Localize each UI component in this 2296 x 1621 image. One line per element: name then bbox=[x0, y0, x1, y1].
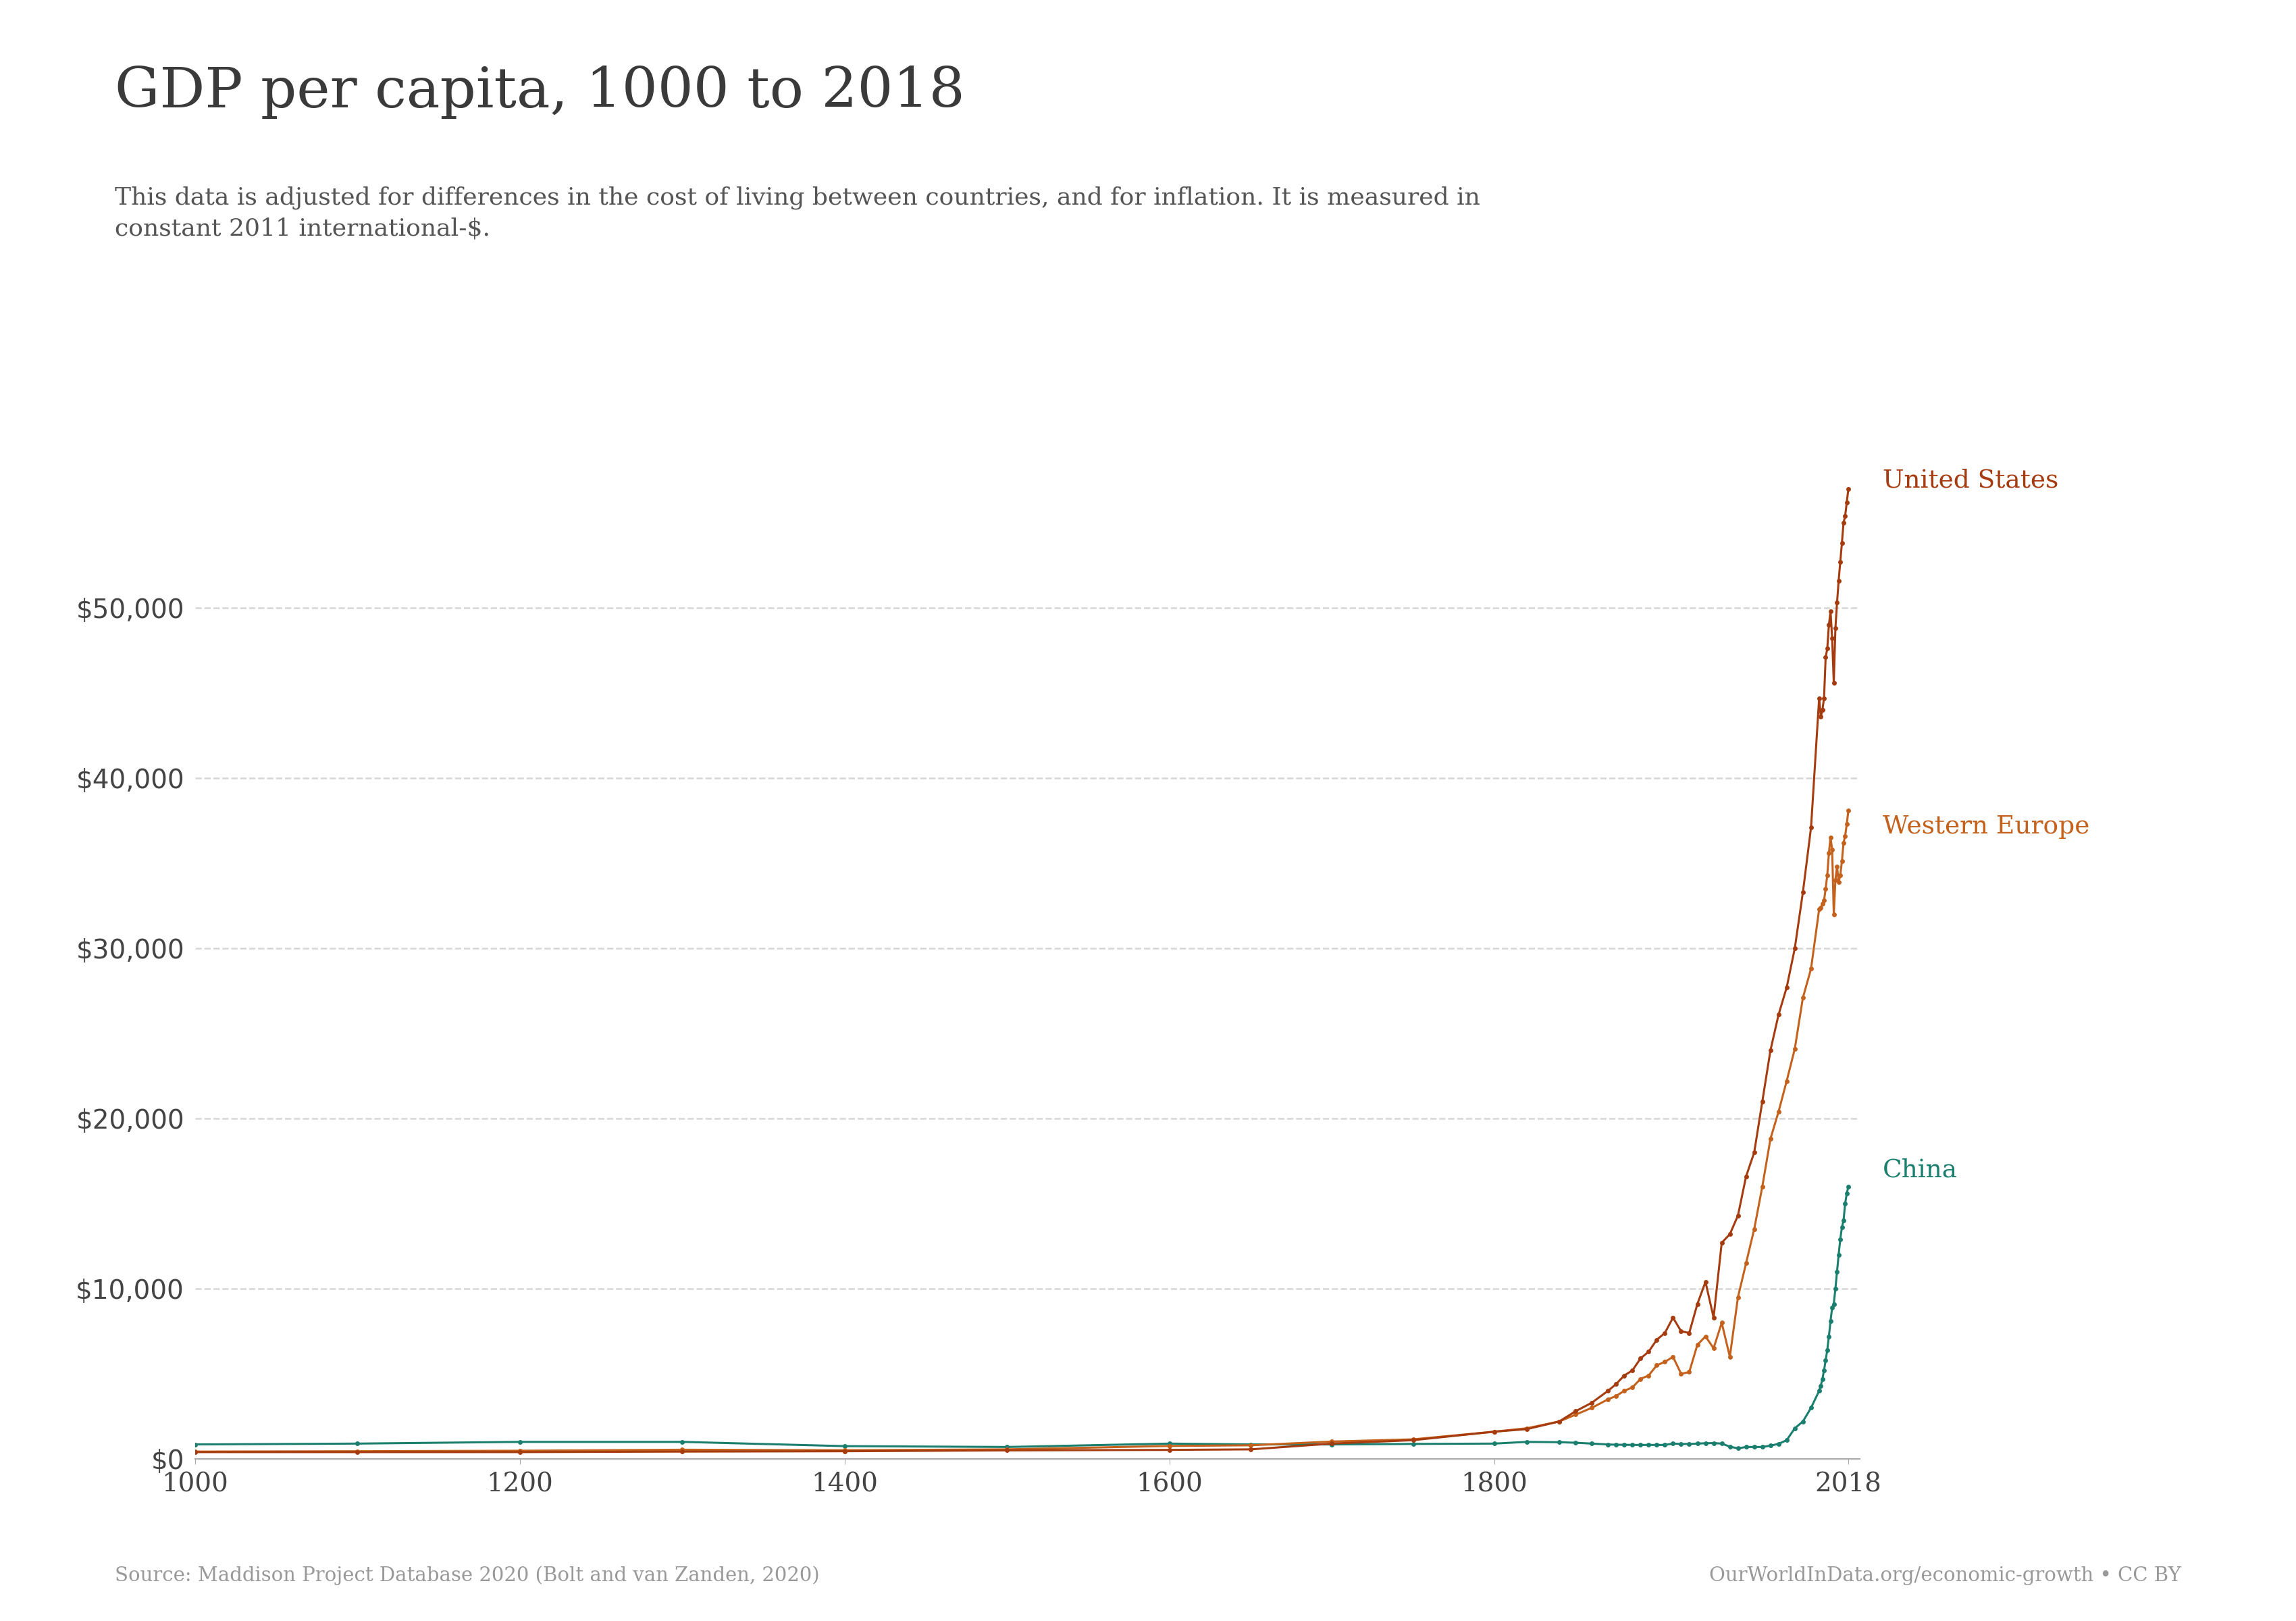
Text: This data is adjusted for differences in the cost of living between countries, a: This data is adjusted for differences in… bbox=[115, 186, 1481, 240]
Text: China: China bbox=[1883, 1157, 1958, 1183]
Text: GDP per capita, 1000 to 2018: GDP per capita, 1000 to 2018 bbox=[115, 65, 964, 118]
Text: in Data: in Data bbox=[2071, 96, 2158, 117]
Text: Western Europe: Western Europe bbox=[1883, 814, 2089, 838]
Text: Our World: Our World bbox=[2053, 53, 2177, 75]
Text: OurWorldInData.org/economic-growth • CC BY: OurWorldInData.org/economic-growth • CC … bbox=[1708, 1566, 2181, 1585]
Text: Source: Maddison Project Database 2020 (Bolt and van Zanden, 2020): Source: Maddison Project Database 2020 (… bbox=[115, 1566, 820, 1585]
Text: United States: United States bbox=[1883, 468, 2060, 493]
